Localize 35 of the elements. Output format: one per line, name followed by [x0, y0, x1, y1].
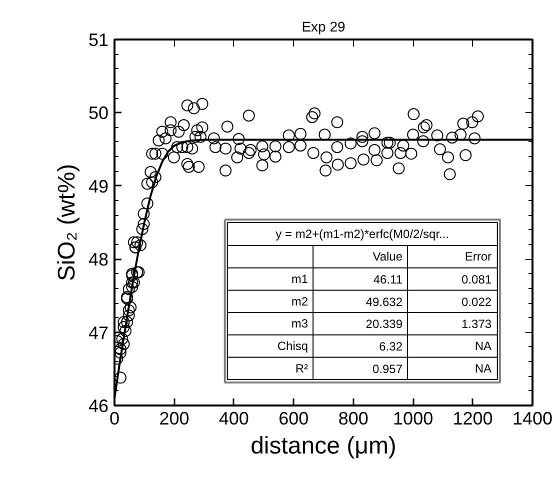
annotation: NA [474, 361, 492, 376]
annotation: y = m2+(m1-m2)*erfc(M0/2/sqr... [276, 227, 450, 242]
chart-title: Exp 29 [302, 18, 346, 34]
annotation: Chisq [277, 339, 308, 354]
x-tick-label: 400 [218, 408, 249, 428]
y-tick-label: 51 [88, 30, 109, 50]
annotation: 0.081 [462, 272, 492, 287]
x-tick-label: 600 [278, 408, 309, 428]
annotation: m1 [291, 272, 308, 286]
x-tick-label: 200 [159, 408, 190, 428]
annotation: 46.11 [373, 272, 403, 287]
x-tick-label: 1200 [452, 408, 493, 428]
annotation: Value [372, 250, 403, 264]
annotation: 6.32 [379, 340, 403, 354]
annotation: m2 [291, 294, 308, 308]
annotation: 20.339 [366, 317, 403, 332]
x-tick-label: 0 [109, 408, 120, 428]
y-tick-label: 50 [88, 103, 109, 124]
x-tick-label: 1400 [512, 408, 553, 428]
x-tick-label: 800 [338, 408, 368, 428]
annotation: 0.022 [462, 294, 492, 309]
annotation: R² [295, 361, 308, 376]
annotation: 49.632 [366, 294, 403, 309]
y-tick-label: 48 [88, 250, 109, 270]
annotation: Error [464, 250, 492, 264]
annotation: m3 [291, 316, 308, 331]
y-axis-title: SiO₂ (wt%) [53, 164, 80, 282]
annotation: 0.957 [372, 362, 403, 376]
x-axis-title: distance (μm) [250, 432, 396, 460]
x-tick-label: 1000 [393, 408, 434, 428]
annotation: 1.373 [462, 317, 492, 332]
annotation: NA [474, 339, 492, 354]
y-tick-label: 46 [88, 396, 109, 416]
y-tick-label: 47 [88, 322, 109, 343]
y-tick-label: 49 [88, 176, 109, 196]
